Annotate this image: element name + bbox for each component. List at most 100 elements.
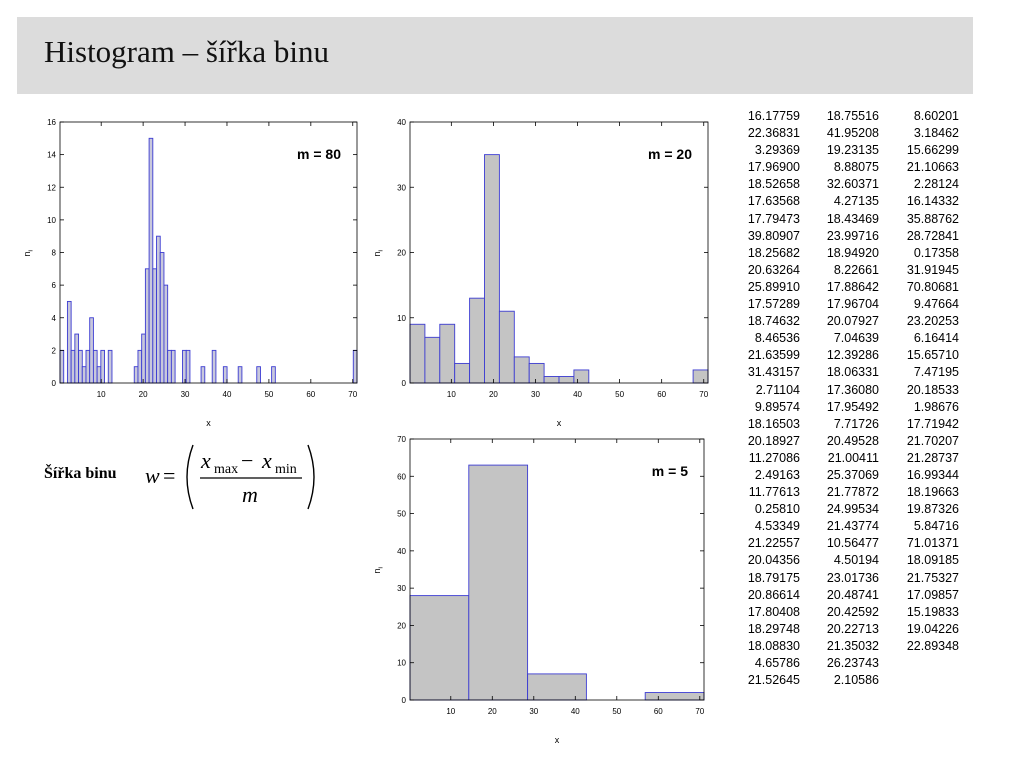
histogram-bar [59,349,65,384]
data-value: 10.56477 [826,536,879,551]
data-value: 18.29748 [747,621,800,636]
histogram-bar [468,464,529,701]
data-value: 16.14332 [906,194,959,209]
y-tick-label: 4 [52,314,57,323]
formula-x-min: x [261,448,272,473]
data-value: 1.98676 [913,399,959,414]
plot-frame [409,438,705,701]
histogram-bar [156,235,161,384]
data-value: 21.28737 [906,450,959,465]
histogram-bar [498,310,515,384]
data-value: 28.72841 [906,228,959,243]
data-column-2: 18.75516 41.95208 19.23135 8.88075 32.60371 4… [809,108,879,689]
histogram-bar [70,349,76,384]
x-tick-label: 40 [573,390,582,399]
data-value: 20.86614 [747,587,800,602]
data-value: 15.66299 [906,143,959,158]
histogram-bar [573,369,590,384]
x-tick-label: 10 [97,390,106,399]
formula-minus: − [241,448,253,473]
histogram-bar [92,349,98,384]
data-value: 20.18927 [747,433,800,448]
x-tick-label: 50 [615,390,624,399]
data-value: 18.43469 [826,211,879,226]
histogram-bar [222,366,228,384]
data-value: 17.96704 [826,297,879,312]
data-value: 3.29369 [754,143,800,158]
data-value: 21.43774 [826,519,879,534]
data-value: 17.79473 [747,211,800,226]
data-value: 71.01371 [906,536,959,551]
data-value: 4.27135 [833,194,879,209]
data-column-3: 8.60201 3.18462 15.66299 21.10663 2.28124 16.… [889,108,959,655]
data-value: 17.80408 [747,604,800,619]
histogram-bar [513,356,530,384]
data-value: 2.28124 [913,177,959,192]
x-tick-label: 50 [612,707,621,716]
x-tick-label: 60 [306,390,315,399]
histogram-bar [74,333,80,384]
data-value: 3.18462 [913,126,959,141]
histogram-bar [271,366,276,384]
data-value: 19.87326 [906,502,959,517]
formula-w: w [145,463,160,488]
data-value: 18.79175 [747,570,800,585]
data-value: 23.20253 [906,314,959,329]
data-value: 21.77872 [826,485,879,500]
histogram-bar [256,366,261,384]
x-axis-label: x [555,735,560,745]
histogram-bar [527,673,587,701]
x-tick-label: 20 [139,390,148,399]
data-value: 70.80681 [906,279,959,294]
data-value: 21.75327 [906,570,959,585]
data-value: 8.60201 [913,109,959,123]
histogram-bar [163,284,169,384]
y-tick-label: 60 [397,472,406,481]
y-axis-label: ni [372,250,385,256]
y-tick-label: 10 [397,314,406,323]
data-value: 20.22713 [826,621,879,636]
histogram-bar [211,349,217,384]
y-tick-label: 50 [397,510,406,519]
data-value: 22.89348 [906,638,959,653]
x-tick-label: 40 [571,707,580,716]
y-tick-label: 20 [397,249,406,258]
histogram-bar [78,349,83,384]
formula-right-paren [307,444,315,510]
y-axis-label: ni [22,250,35,256]
histogram-m5: 0 10 20 30 40 50 60 70 10 20 30 40 50 60 70 x ni m = 5 [372,435,705,745]
data-value: 4.65786 [754,656,800,670]
data-value: 16.99344 [906,467,959,482]
data-value: 7.04639 [833,331,879,346]
histogram-bar [237,366,243,384]
histogram-bar [200,366,206,384]
data-value: 17.71942 [906,416,959,431]
data-value: 18.09185 [906,553,959,568]
data-value: 20.49528 [826,433,879,448]
data-value: 9.89574 [754,399,800,414]
data-value: 0.25810 [754,502,800,517]
data-value: 8.88075 [833,160,879,175]
histogram-bar [81,366,87,384]
histogram-bar [692,369,709,384]
formula-m: m [242,482,258,507]
histogram-bar [484,154,500,384]
x-tick-label: 60 [657,390,666,399]
histogram-bar [170,349,176,384]
histogram-bar [352,349,358,384]
formula-left-paren [186,444,194,510]
histogram-bar [133,366,139,384]
bin-count-annotation: m = 5 [652,463,688,479]
data-value: 20.48741 [826,587,879,602]
data-value: 16.17759 [747,109,800,123]
bin-count-annotation: m = 80 [297,146,341,162]
y-tick-label: 12 [47,183,56,192]
data-value: 18.52658 [747,177,800,192]
histogram-bar [85,349,91,384]
formula-equals: = [163,463,175,488]
x-tick-label: 30 [531,390,540,399]
x-tick-label: 20 [488,707,497,716]
x-tick-label: 50 [264,390,273,399]
y-axis-label: ni [372,567,385,573]
x-tick-label: 20 [489,390,498,399]
